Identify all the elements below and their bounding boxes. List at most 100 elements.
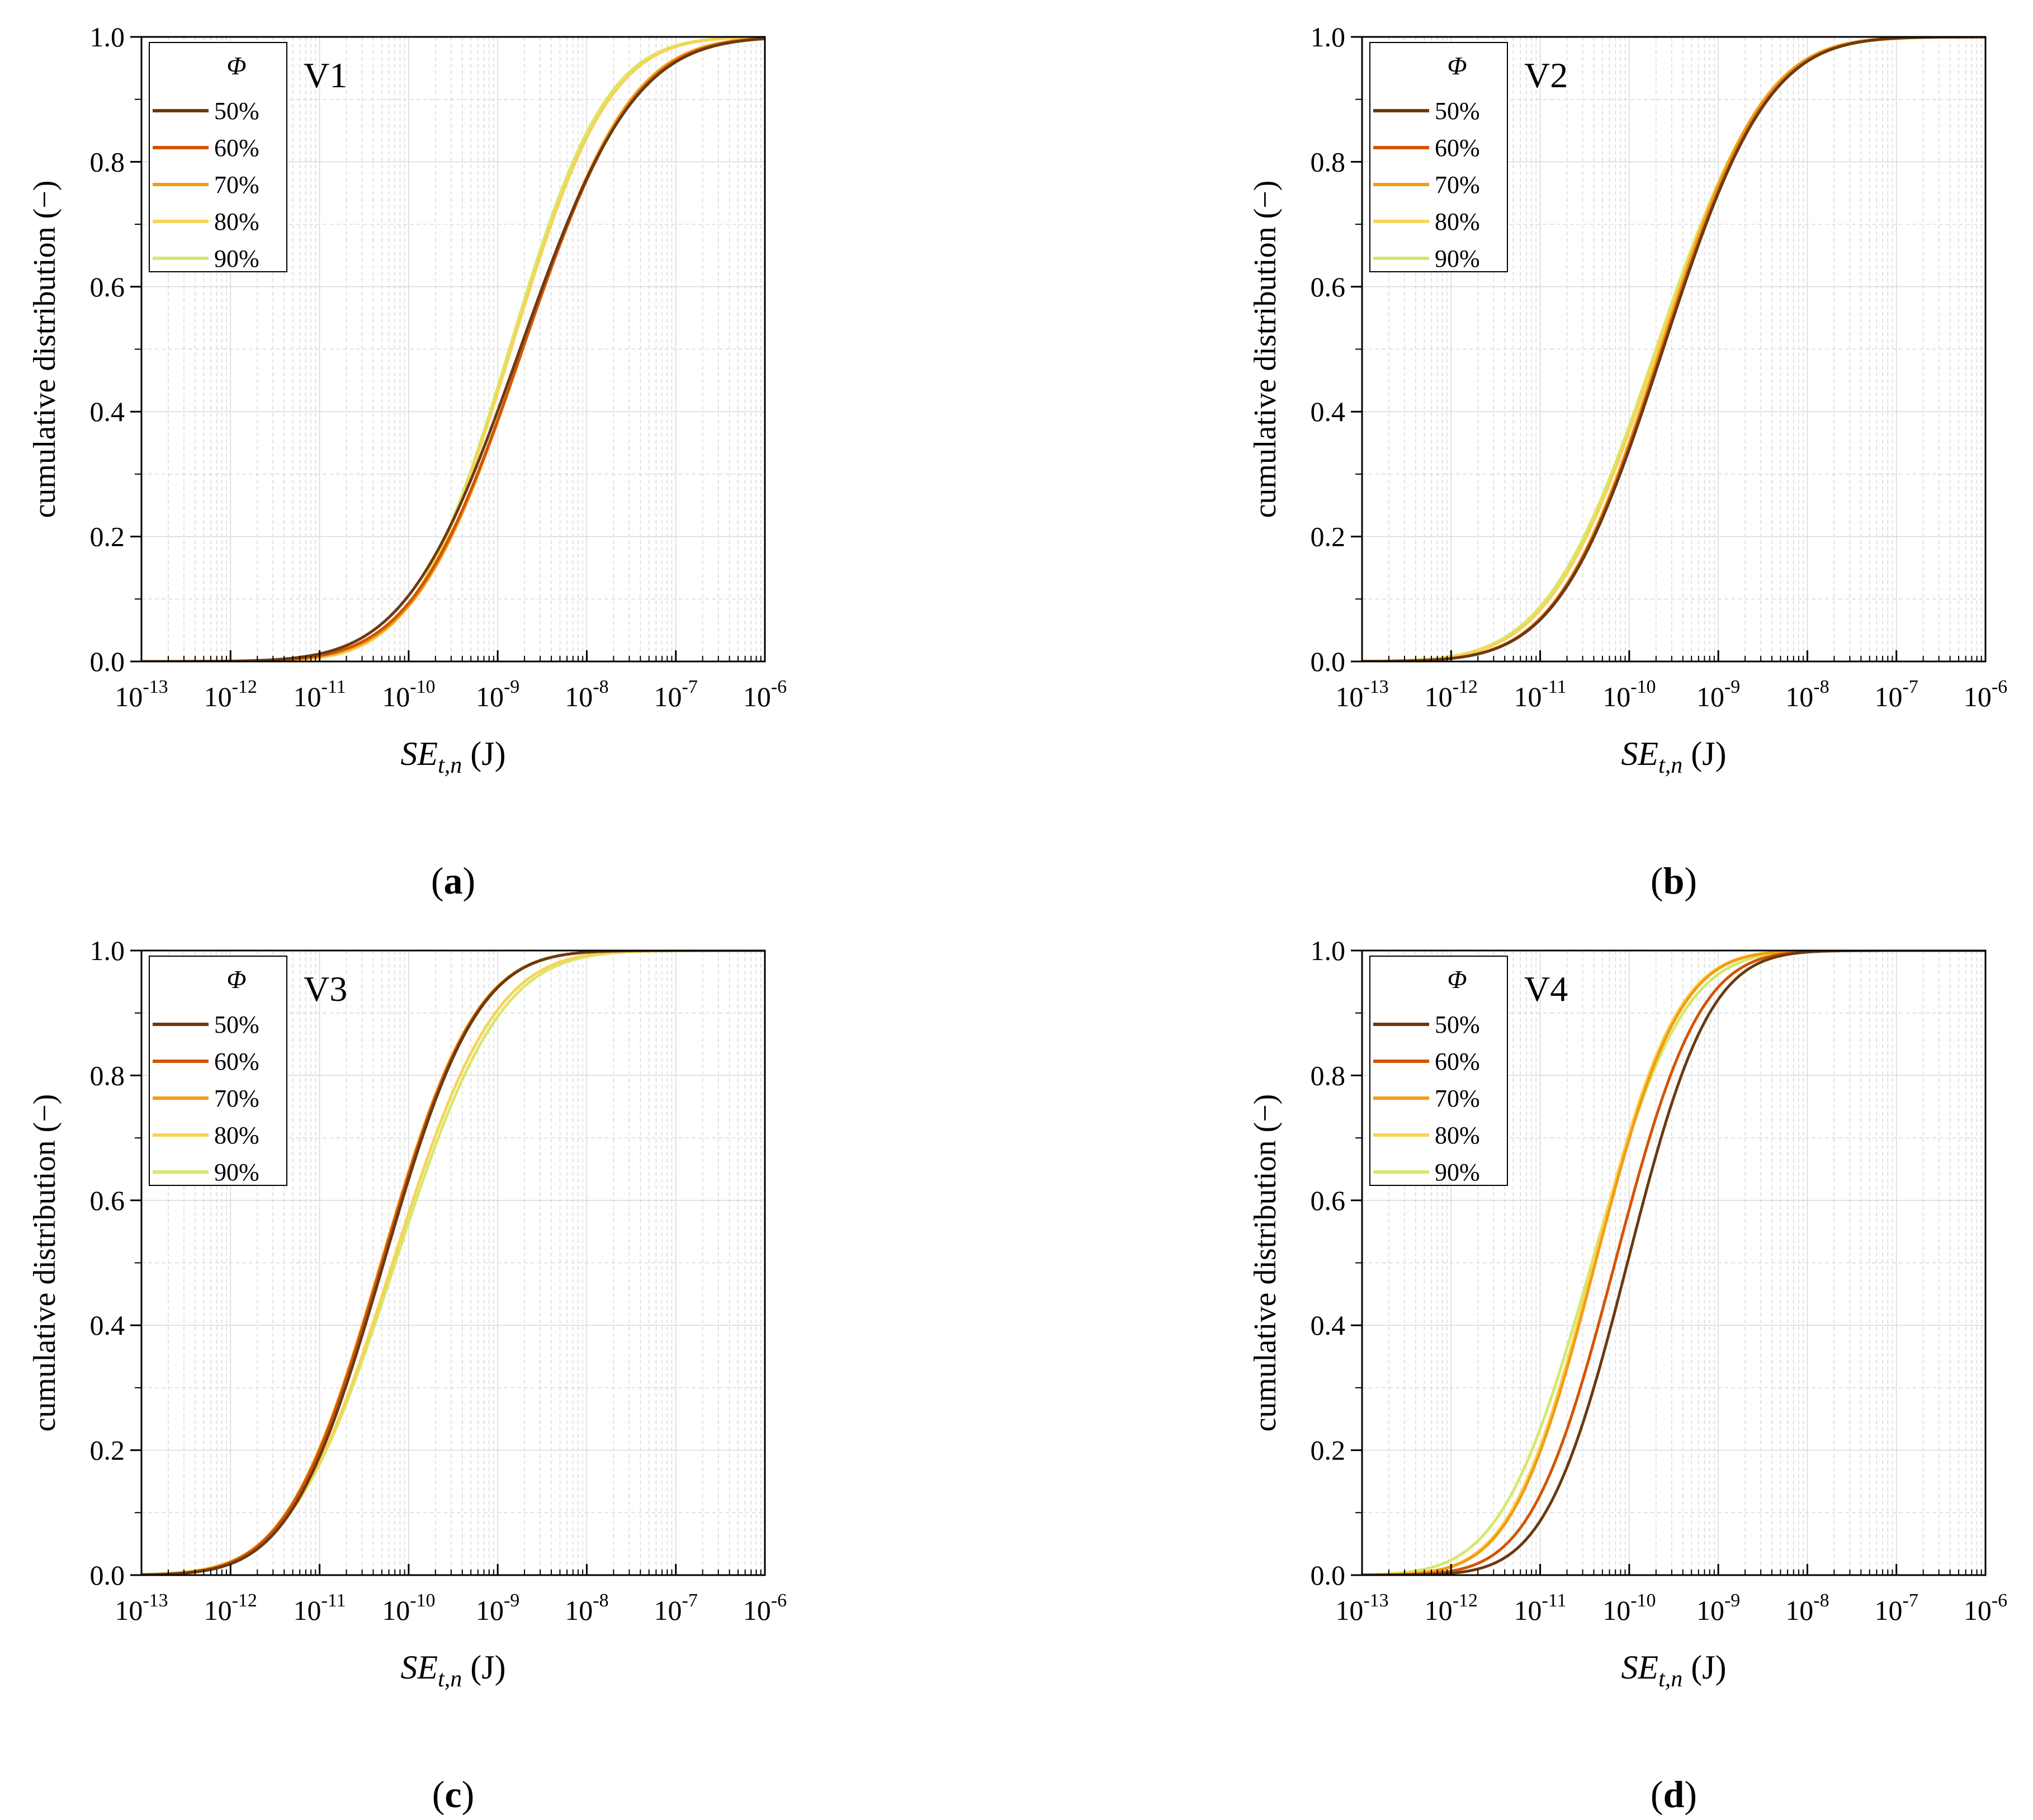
y-tick-label: 0.4 (90, 396, 125, 427)
panel-label-letter: b (1663, 859, 1685, 902)
x-tick-label-exp: -12 (1453, 677, 1478, 697)
x-tick-label: 10-11 (294, 677, 346, 712)
panel-label-open: ( (1651, 1773, 1663, 1816)
x-tick-label: 10-10 (382, 1590, 435, 1626)
x-tick-label-base: 10 (1785, 681, 1813, 712)
x-tick-label: 10-11 (1514, 1590, 1567, 1626)
legend-label: 90% (214, 1159, 259, 1186)
x-axis-title-main: SE (1621, 1649, 1658, 1686)
panel-label-close: ) (1684, 859, 1697, 902)
legend-title: Φ (226, 965, 246, 994)
panel-label-open: ( (432, 1773, 445, 1816)
legend-box (149, 956, 287, 1186)
legend-box (1369, 956, 1508, 1186)
panel-label-close: ) (462, 1773, 475, 1816)
y-tick-label: 1.0 (1311, 21, 1346, 53)
x-axis-title-sub: t,n (1658, 753, 1682, 778)
legend-label: 70% (1435, 1085, 1480, 1112)
legend-label: 80% (1435, 208, 1480, 235)
series-line-50pct (1362, 37, 1985, 661)
x-tick-label-base: 10 (1964, 681, 1992, 712)
x-tick-label-exp: -6 (771, 1590, 787, 1611)
x-axis-title: SEt,n (J) (400, 735, 505, 778)
x-tick-label: 10-7 (654, 1590, 698, 1626)
y-tick-label: 0.4 (90, 1310, 125, 1341)
x-tick-label: 10-11 (294, 1590, 346, 1626)
x-tick-label-exp: -10 (410, 677, 435, 697)
legend-label: 80% (214, 1122, 259, 1149)
legend-label: 70% (214, 171, 259, 198)
y-tick-label: 0.8 (1311, 1060, 1346, 1091)
x-tick-label: 10-13 (1335, 677, 1388, 712)
x-tick-label: 10-8 (565, 1590, 608, 1626)
y-tick-label: 1.0 (90, 935, 125, 966)
panel-label-close: ) (463, 859, 476, 902)
series-group (1362, 951, 1985, 1575)
x-tick-label: 10-10 (1602, 1590, 1656, 1626)
x-tick-label: 10-7 (1875, 1590, 1918, 1626)
x-tick-label-base: 10 (294, 681, 322, 712)
y-tick-label: 0.8 (90, 146, 125, 177)
y-tick-label: 0.8 (90, 1060, 125, 1091)
x-tick-label: 10-7 (1875, 677, 1918, 712)
x-tick-label-base: 10 (565, 681, 593, 712)
x-tick-label-exp: -8 (1813, 677, 1829, 697)
x-tick-label: 10-12 (1425, 677, 1478, 712)
x-tick-label-base: 10 (743, 1595, 771, 1626)
x-tick-label-exp: -13 (143, 677, 168, 697)
x-tick-label-exp: -11 (1542, 1590, 1567, 1611)
x-tick-label-exp: -6 (1992, 677, 2007, 697)
x-tick-label-exp: -13 (1363, 1590, 1388, 1611)
x-tick-label: 10-11 (1514, 677, 1567, 712)
legend-label: 60% (214, 1048, 259, 1075)
x-tick-label-base: 10 (1696, 681, 1724, 712)
x-tick-label-exp: -7 (682, 1590, 698, 1611)
x-tick-label: 10-13 (115, 677, 168, 712)
legend-label: 90% (1435, 245, 1480, 272)
y-axis-title: cumulative distribution (−) (27, 1094, 62, 1432)
x-tick-label: 10-9 (1696, 1590, 1740, 1626)
x-tick-label-exp: -12 (232, 677, 257, 697)
legend-label: 60% (1435, 134, 1480, 162)
x-tick-label-base: 10 (1602, 681, 1630, 712)
x-tick-label-exp: -12 (1453, 1590, 1478, 1611)
chart-panel-b: 10-13 10-12 10-11 10-10 10-9 10-8 10-7 10-60.00… (1248, 21, 2007, 902)
legend: Φ 50% 60% 70% 80% 90% (1369, 42, 1508, 272)
y-tick-label: 0.6 (90, 271, 125, 302)
x-tick-label: 10-12 (1425, 1590, 1478, 1626)
legend-label: 70% (214, 1085, 259, 1112)
x-tick-label-exp: -13 (143, 1590, 168, 1611)
panel-label-letter: d (1663, 1773, 1685, 1816)
x-axis-title-unit: (J) (1682, 735, 1726, 772)
x-axis: 10-13 10-12 10-11 10-10 10-9 10-8 10-7 10-6 (1335, 650, 2007, 712)
legend: Φ 50% 60% 70% 80% 90% (149, 956, 287, 1186)
grid (141, 951, 765, 1575)
y-tick-label: 0.6 (90, 1185, 125, 1216)
x-tick-label-base: 10 (1335, 1595, 1363, 1626)
panel-label: (a) (431, 859, 475, 902)
panel-label-letter: a (444, 859, 463, 902)
y-axis: 0.0 0.2 0.4 0.6 0.8 1.0 (1311, 21, 1362, 677)
legend-label: 70% (1435, 171, 1480, 198)
x-axis-title-main: SE (1621, 735, 1658, 772)
y-tick-label: 0.0 (1311, 1559, 1346, 1591)
y-tick-label: 0.2 (90, 1435, 125, 1466)
x-tick-label-exp: -10 (1630, 1590, 1656, 1611)
x-tick-label-exp: -6 (771, 677, 787, 697)
x-tick-label-base: 10 (565, 1595, 593, 1626)
panel-label: (b) (1651, 859, 1697, 902)
x-axis: 10-13 10-12 10-11 10-10 10-9 10-8 10-7 10-6 (115, 1564, 787, 1626)
series-line-90pct (1362, 951, 1985, 1575)
y-tick-label: 0.4 (1311, 396, 1346, 427)
x-tick-label-base: 10 (382, 681, 410, 712)
y-axis: 0.0 0.2 0.4 0.6 0.8 1.0 (90, 21, 141, 677)
y-tick-label: 0.0 (90, 646, 125, 677)
x-tick-label-exp: -8 (593, 1590, 608, 1611)
x-tick-label-base: 10 (115, 681, 143, 712)
panel-title: V2 (1524, 55, 1568, 95)
x-tick-label: 10-8 (1785, 677, 1829, 712)
x-tick-label: 10-13 (1335, 1590, 1388, 1626)
y-tick-label: 0.0 (1311, 646, 1346, 677)
x-tick-label-base: 10 (1335, 681, 1363, 712)
